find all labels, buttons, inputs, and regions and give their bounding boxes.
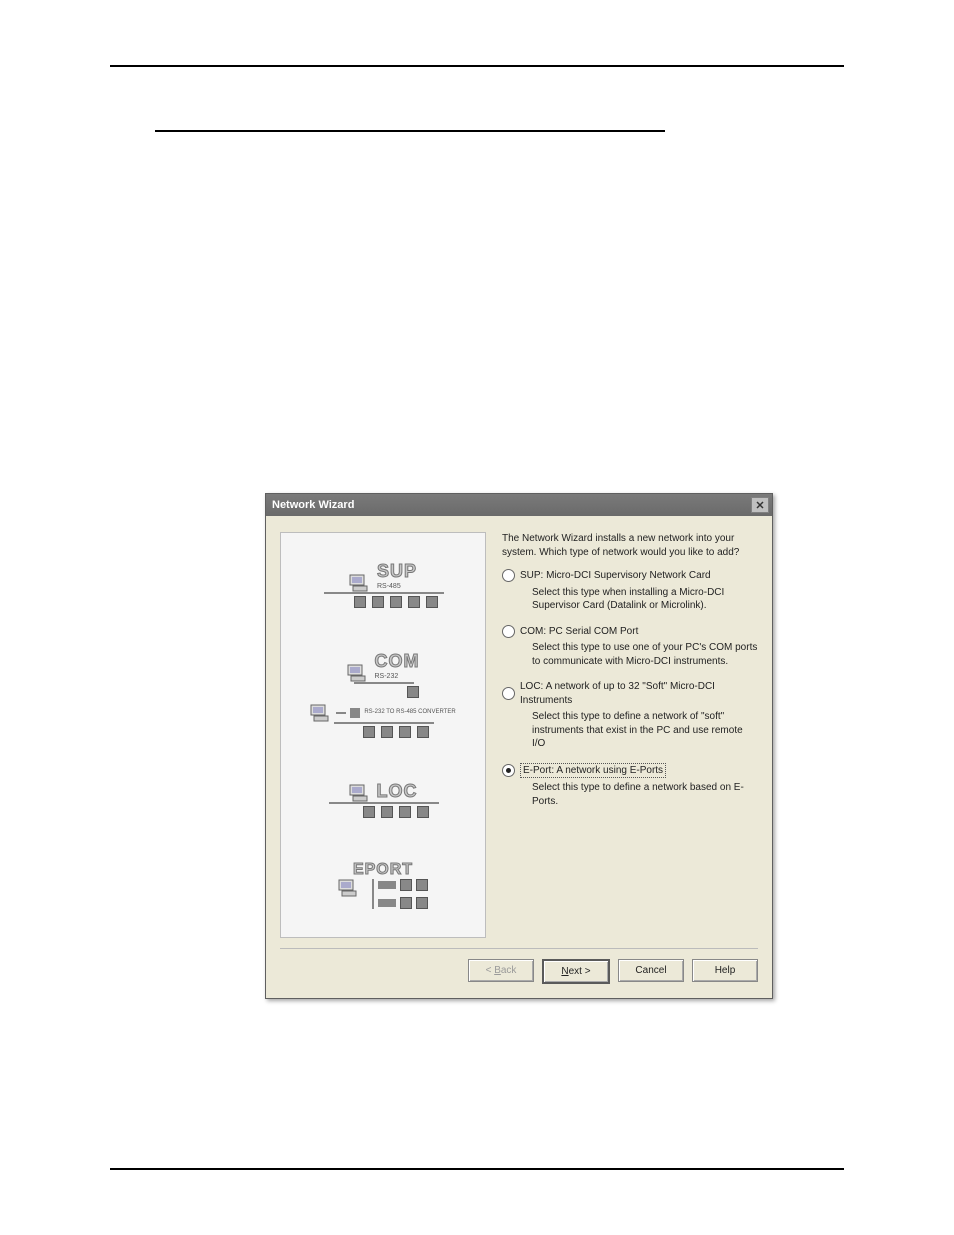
wizard-content-pane: The Network Wizard installs a new networ… (486, 532, 758, 938)
option-eport-label: E-Port: A network using E-Ports (520, 763, 666, 779)
option-loc-desc: Select this type to define a network of … (532, 710, 758, 751)
instrument-node (400, 879, 412, 891)
next-button[interactable]: Next > (542, 959, 610, 984)
instrument-node (416, 879, 428, 891)
cancel-button[interactable]: Cancel (618, 959, 684, 982)
instrument-node (399, 726, 411, 738)
help-button-label: Help (715, 965, 736, 976)
instrument-node (417, 806, 429, 818)
converter-icon (350, 708, 360, 718)
pc-icon (349, 784, 371, 802)
top-horizontal-rule (110, 65, 844, 67)
instrument-node (426, 596, 438, 608)
pc-icon (347, 664, 369, 682)
instrument-node (381, 806, 393, 818)
bottom-horizontal-rule (110, 1168, 844, 1170)
com-nodes (407, 686, 419, 698)
bus-line (354, 682, 414, 684)
instrument-node (416, 897, 428, 909)
instrument-node (407, 686, 419, 698)
close-icon (756, 501, 764, 509)
wizard-intro-text: The Network Wizard installs a new networ… (502, 532, 758, 559)
wizard-button-bar: < Back Next > Cancel Help (266, 949, 772, 998)
help-button[interactable]: Help (692, 959, 758, 982)
network-wizard-dialog: Network Wizard SUP (265, 493, 773, 999)
diagram-loc: LOC (285, 781, 481, 818)
radio-com[interactable] (502, 625, 515, 638)
diagram-com-title: COM (375, 651, 420, 672)
option-eport[interactable]: E-Port: A network using E-Ports Select t… (502, 763, 758, 809)
com-converter-nodes (363, 726, 429, 738)
diagram-com-converter-sub: RS-232 TO RS-485 CONVERTER (364, 709, 455, 715)
diagram-com: COM RS-232 RS-2 (285, 651, 481, 738)
next-button-label: Next > (561, 966, 590, 977)
loc-nodes (363, 806, 429, 818)
option-sup-label: SUP: Micro-DCI Supervisory Network Card (520, 569, 711, 583)
instrument-node (363, 806, 375, 818)
bus-line (324, 592, 444, 594)
radio-sup[interactable] (502, 569, 515, 582)
diagram-sup-sub: RS-485 (377, 583, 417, 590)
instrument-node (372, 596, 384, 608)
diagram-sup: SUP RS-485 (285, 561, 481, 608)
instrument-node (399, 806, 411, 818)
option-eport-desc: Select this type to define a network bas… (532, 781, 758, 808)
diagram-eport-title: EPORT (353, 861, 413, 879)
option-com-label: COM: PC Serial COM Port (520, 625, 638, 639)
instrument-node (381, 726, 393, 738)
eport-hub-icon (378, 881, 396, 889)
instrument-node (408, 596, 420, 608)
pc-icon (349, 574, 371, 592)
pc-icon (310, 704, 332, 722)
section-horizontal-rule (155, 130, 665, 132)
close-button[interactable] (751, 497, 769, 513)
option-com-desc: Select this type to use one of your PC's… (532, 641, 758, 668)
instrument-node (354, 596, 366, 608)
radio-eport[interactable] (502, 764, 515, 777)
instrument-node (400, 897, 412, 909)
bus-line (334, 722, 434, 724)
dialog-title: Network Wizard (272, 499, 354, 511)
network-type-illustration-pane: SUP RS-485 (280, 532, 486, 938)
option-loc[interactable]: LOC: A network of up to 32 "Soft" Micro-… (502, 680, 758, 751)
option-loc-label: LOC: A network of up to 32 "Soft" Micro-… (520, 680, 758, 707)
diagram-eport: EPORT (285, 861, 481, 909)
bus-line (329, 802, 439, 804)
instrument-node (417, 726, 429, 738)
option-sup-desc: Select this type when installing a Micro… (532, 586, 758, 613)
diagram-loc-title: LOC (377, 781, 418, 802)
pc-icon (338, 879, 360, 897)
diagram-com-sub: RS-232 (375, 673, 420, 680)
option-com[interactable]: COM: PC Serial COM Port Select this type… (502, 625, 758, 669)
dialog-titlebar[interactable]: Network Wizard (266, 494, 772, 516)
option-sup[interactable]: SUP: Micro-DCI Supervisory Network Card … (502, 569, 758, 613)
cancel-button-label: Cancel (635, 965, 666, 976)
instrument-node (363, 726, 375, 738)
diagram-sup-title: SUP (377, 561, 417, 582)
instrument-node (390, 596, 402, 608)
radio-loc[interactable] (502, 687, 515, 700)
sup-nodes (354, 596, 438, 608)
back-button-label: < Back (486, 965, 517, 976)
eport-hub-icon (378, 899, 396, 907)
back-button[interactable]: < Back (468, 959, 534, 982)
